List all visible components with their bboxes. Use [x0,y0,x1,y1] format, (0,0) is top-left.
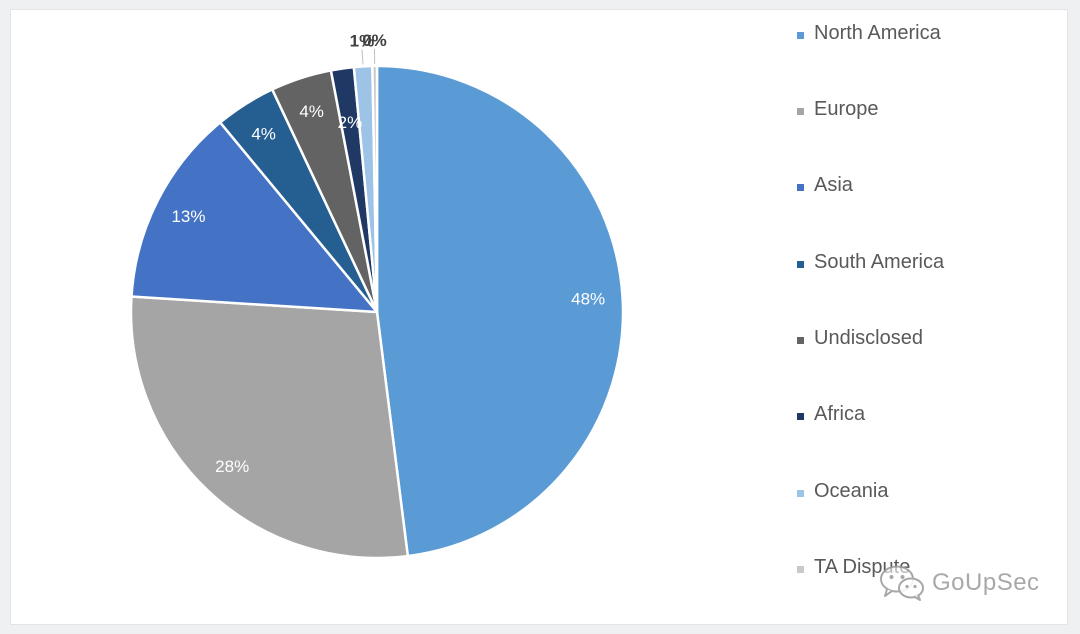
pie-slice-europe [129,295,410,560]
legend-label: Asia [814,174,853,196]
pie-slice-ta-dispute [371,64,379,314]
slice-label-asia: 13% [171,207,205,226]
legend-swatch [797,413,804,420]
legend-label: Africa [814,403,866,425]
wechat-icon [880,565,924,601]
legend-item-north-america: North America [797,21,1037,46]
slice-label-south-america: 4% [251,124,276,143]
legend-swatch [797,108,804,115]
slice-label-oceania: 1% [350,31,375,50]
watermark: GoUpSec [878,564,1040,602]
legend-item-asia: Asia [797,173,1037,198]
legend-item-africa: Africa [797,402,1037,427]
legend-swatch [797,490,804,497]
legend-label: Oceania [814,480,889,502]
legend-swatch [797,32,804,39]
legend-swatch [797,261,804,268]
pie-slice-asia [130,121,379,314]
slice-label-north-america: 48% [571,290,605,309]
legend-swatch [797,184,804,191]
pie-slice-north-america [375,64,625,558]
legend-label: Europe [814,98,879,120]
legend-item-oceania: Oceania [797,479,1037,504]
legend-swatch [797,337,804,344]
slice-label-ta-dispute: 0% [362,31,387,50]
slice-label-undisclosed: 4% [299,102,324,121]
legend-item-south-america: South America [797,250,1037,275]
slice-label-africa: 2% [338,113,363,132]
legend-item-undisclosed: Undisclosed [797,326,1037,351]
legend-item-europe: Europe [797,97,1037,122]
legend-label: Undisclosed [814,327,923,349]
legend-label: North America [814,22,941,44]
leader-line-oceania [361,49,364,65]
legend-swatch [797,566,804,573]
slice-label-europe: 28% [215,457,249,476]
watermark-text: GoUpSec [932,569,1040,596]
legend-label: South America [814,251,945,273]
